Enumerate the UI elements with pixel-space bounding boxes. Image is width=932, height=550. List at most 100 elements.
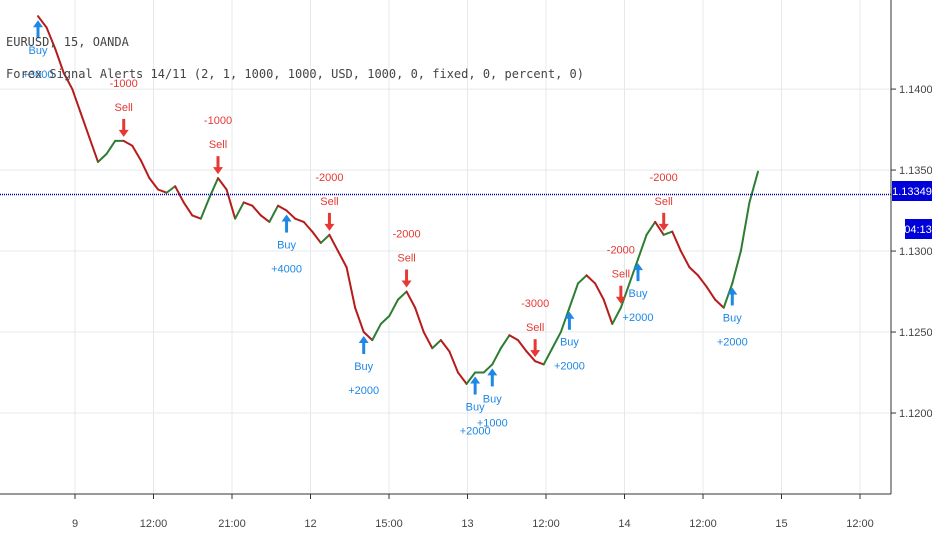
- price-series: [37, 15, 759, 385]
- study-title[interactable]: Forex Signal Alerts 14/11 (2, 1, 1000, 1…: [6, 67, 584, 81]
- price-segment: [508, 334, 519, 342]
- time-tick-label: 12:00: [140, 518, 168, 530]
- sell-arrow-icon: [324, 223, 335, 231]
- price-segment: [645, 220, 657, 236]
- buy-arrow-icon: [564, 311, 575, 319]
- price-segment: [568, 282, 579, 309]
- time-tick-label: 15:00: [375, 518, 403, 530]
- sell-label: Sell: [526, 322, 544, 334]
- sell-amount: -2000: [607, 245, 635, 257]
- buy-arrow-icon: [33, 20, 43, 28]
- time-tick-label: 15: [775, 518, 787, 530]
- buy-label: Buy: [29, 45, 48, 57]
- sell-signal: Sell -2000: [393, 229, 421, 288]
- sell-signal: Sell -1000: [110, 78, 138, 137]
- price-segment: [328, 233, 339, 253]
- price-segment: [105, 139, 117, 155]
- price-segment: [585, 274, 597, 285]
- price-segment: [182, 201, 194, 217]
- price-segment: [362, 331, 374, 342]
- price-segment: [397, 290, 408, 301]
- sell-signal: Sell -1000: [204, 115, 232, 175]
- price-segment: [654, 220, 665, 236]
- buy-label: Buy: [466, 402, 485, 414]
- sell-label: Sell: [320, 196, 338, 208]
- price-segment: [79, 112, 91, 139]
- sell-amount: -2000: [650, 172, 678, 184]
- price-segment: [242, 201, 254, 207]
- countdown-box: [905, 219, 932, 239]
- price-segment: [139, 159, 151, 180]
- price-segment: [482, 363, 494, 374]
- price-segment: [277, 204, 288, 212]
- grid: [0, 0, 891, 494]
- price-segment: [748, 170, 759, 204]
- price-tag: 1.13349 04:13: [892, 181, 932, 239]
- price-segment: [148, 177, 159, 191]
- price-segment: [122, 139, 134, 147]
- sell-signal: Sell -3000: [521, 298, 549, 358]
- buy-label: Buy: [560, 337, 579, 349]
- price-segment: [439, 339, 451, 353]
- price-segment: [285, 209, 297, 220]
- price-segment: [131, 144, 142, 162]
- buy-arrow-icon: [727, 287, 738, 295]
- buy-arrow-icon: [470, 376, 481, 384]
- time-tick-label: 21:00: [218, 518, 246, 530]
- price-segment: [559, 306, 571, 334]
- price-segment: [619, 282, 631, 309]
- time-tick-label: 14: [618, 518, 630, 530]
- price-segment: [457, 371, 468, 385]
- price-tick-label: 1.14000: [899, 84, 932, 96]
- price-segment: [259, 214, 271, 223]
- sell-label: Sell: [115, 102, 133, 114]
- buy-label: Buy: [483, 393, 502, 405]
- time-tick-label: 9: [72, 518, 78, 530]
- time-tick-label: 12:00: [532, 518, 560, 530]
- buy-signal: Buy +3000: [23, 20, 54, 81]
- time-axis[interactable]: 9 12:00 21:00 12 15:00 13 12:00 14 12:00 15 12:00: [72, 494, 874, 530]
- price-segment: [542, 347, 554, 366]
- price-segment: [371, 322, 382, 342]
- price-segment: [37, 15, 48, 29]
- buy-amount: +1000: [477, 417, 508, 429]
- sell-arrow-icon: [118, 129, 129, 137]
- price-segment: [157, 188, 168, 194]
- price-segment: [294, 217, 305, 223]
- buy-label: Buy: [629, 288, 648, 300]
- buy-amount: +3000: [23, 69, 54, 81]
- price-segment: [628, 258, 639, 285]
- price-axis[interactable]: 1.14000 1.13500 1.13000 1.12500 1.12000: [891, 84, 932, 420]
- sell-amount: -2000: [315, 172, 343, 184]
- buy-amount: +2000: [717, 336, 748, 348]
- buy-signal: Buy +2000: [623, 263, 653, 324]
- price-segment: [319, 233, 331, 244]
- sell-arrow-icon: [213, 167, 223, 175]
- price-segment: [662, 230, 674, 236]
- buy-signal: Buy +2000: [717, 287, 748, 348]
- buy-signal: Buy +2000: [554, 311, 585, 373]
- price-segment: [499, 334, 511, 350]
- price-segment: [714, 298, 725, 309]
- price-segment: [491, 347, 502, 366]
- price-segment: [199, 196, 211, 220]
- price-segment: [379, 314, 391, 325]
- price-tick-label: 1.12500: [899, 327, 932, 339]
- sell-amount: -1000: [204, 115, 232, 127]
- price-segment: [517, 339, 528, 353]
- countdown-value: 04:13: [904, 224, 932, 236]
- sell-arrow-icon: [530, 350, 541, 358]
- symbol-title[interactable]: EURUSD, 15, OANDA: [6, 35, 130, 49]
- price-segment: [739, 201, 751, 253]
- buy-amount: +4000: [271, 264, 302, 276]
- price-segment: [311, 230, 322, 244]
- sell-amount: -1000: [110, 78, 138, 90]
- price-segment: [422, 331, 434, 350]
- price-segment: [611, 306, 622, 325]
- price-segment: [722, 282, 734, 309]
- buy-label: Buy: [277, 240, 296, 252]
- price-segment: [405, 290, 417, 309]
- price-segment: [88, 136, 99, 163]
